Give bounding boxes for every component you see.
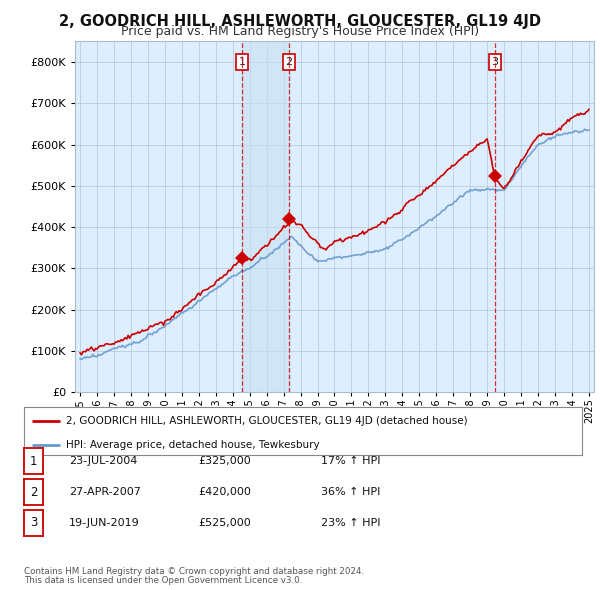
Text: 2: 2 (30, 486, 37, 499)
Text: 17% ↑ HPI: 17% ↑ HPI (321, 457, 380, 466)
Text: 19-JUN-2019: 19-JUN-2019 (69, 518, 140, 527)
Text: £325,000: £325,000 (198, 457, 251, 466)
Text: This data is licensed under the Open Government Licence v3.0.: This data is licensed under the Open Gov… (24, 576, 302, 585)
Text: 27-APR-2007: 27-APR-2007 (69, 487, 141, 497)
Text: Price paid vs. HM Land Registry's House Price Index (HPI): Price paid vs. HM Land Registry's House … (121, 25, 479, 38)
Text: 2, GOODRICH HILL, ASHLEWORTH, GLOUCESTER, GL19 4JD: 2, GOODRICH HILL, ASHLEWORTH, GLOUCESTER… (59, 14, 541, 28)
Text: 1: 1 (239, 57, 245, 67)
Text: £420,000: £420,000 (198, 487, 251, 497)
Bar (242, 41, 289, 392)
Text: 23-JUL-2004: 23-JUL-2004 (69, 457, 137, 466)
Text: 36% ↑ HPI: 36% ↑ HPI (321, 487, 380, 497)
Text: 2: 2 (286, 57, 293, 67)
Text: 1: 1 (30, 455, 37, 468)
Text: 2, GOODRICH HILL, ASHLEWORTH, GLOUCESTER, GL19 4JD (detached house): 2, GOODRICH HILL, ASHLEWORTH, GLOUCESTER… (66, 415, 467, 425)
Text: HPI: Average price, detached house, Tewkesbury: HPI: Average price, detached house, Tewk… (66, 440, 319, 450)
Text: 3: 3 (491, 57, 499, 67)
Text: £525,000: £525,000 (198, 518, 251, 527)
Text: 3: 3 (30, 516, 37, 529)
Text: 23% ↑ HPI: 23% ↑ HPI (321, 518, 380, 527)
Text: Contains HM Land Registry data © Crown copyright and database right 2024.: Contains HM Land Registry data © Crown c… (24, 567, 364, 576)
